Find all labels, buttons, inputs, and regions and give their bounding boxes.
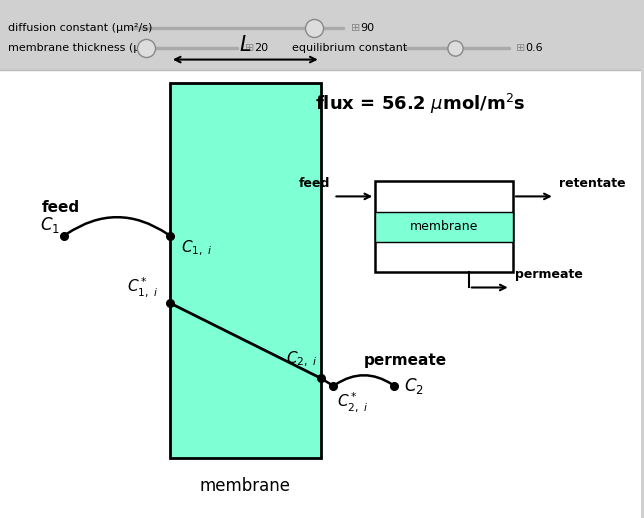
Text: flux = 56.2 $\mu$mol/m$^2$s: flux = 56.2 $\mu$mol/m$^2$s: [315, 92, 526, 116]
Bar: [0, 70, 641, 518]
Text: ⊞: ⊞: [245, 43, 254, 53]
Text: diffusion constant (μm²/s): diffusion constant (μm²/s): [8, 23, 153, 34]
Text: membrane: membrane: [410, 220, 478, 233]
Text: $C^*_{2,\ i}$: $C^*_{2,\ i}$: [337, 390, 368, 414]
Text: $C_{1,\ i}$: $C_{1,\ i}$: [182, 238, 213, 257]
Text: feed: feed: [42, 200, 80, 214]
Text: $L$: $L$: [239, 35, 251, 55]
Text: 90: 90: [361, 23, 375, 34]
Bar: [375, 211, 513, 242]
Text: $C_2$: $C_2$: [404, 376, 424, 396]
Text: feed: feed: [299, 177, 330, 190]
Text: $C_{2,\ i}$: $C_{2,\ i}$: [286, 350, 317, 369]
Text: retentate: retentate: [559, 177, 626, 190]
Text: permeate: permeate: [364, 353, 447, 367]
Text: membrane thickness (μm): membrane thickness (μm): [8, 43, 156, 53]
Text: 20: 20: [254, 43, 268, 53]
Bar: [170, 83, 321, 458]
Bar: [375, 181, 513, 272]
Text: $C^*_{1,\ i}$: $C^*_{1,\ i}$: [127, 275, 158, 299]
Text: equilibrium constant: equilibrium constant: [292, 43, 407, 53]
Text: membrane: membrane: [200, 477, 291, 495]
Text: ⊞: ⊞: [516, 43, 526, 53]
Text: $C_1$: $C_1$: [40, 215, 60, 235]
Text: permeate: permeate: [515, 268, 583, 281]
Text: 0.6: 0.6: [526, 43, 543, 53]
Text: ⊞: ⊞: [352, 23, 361, 34]
